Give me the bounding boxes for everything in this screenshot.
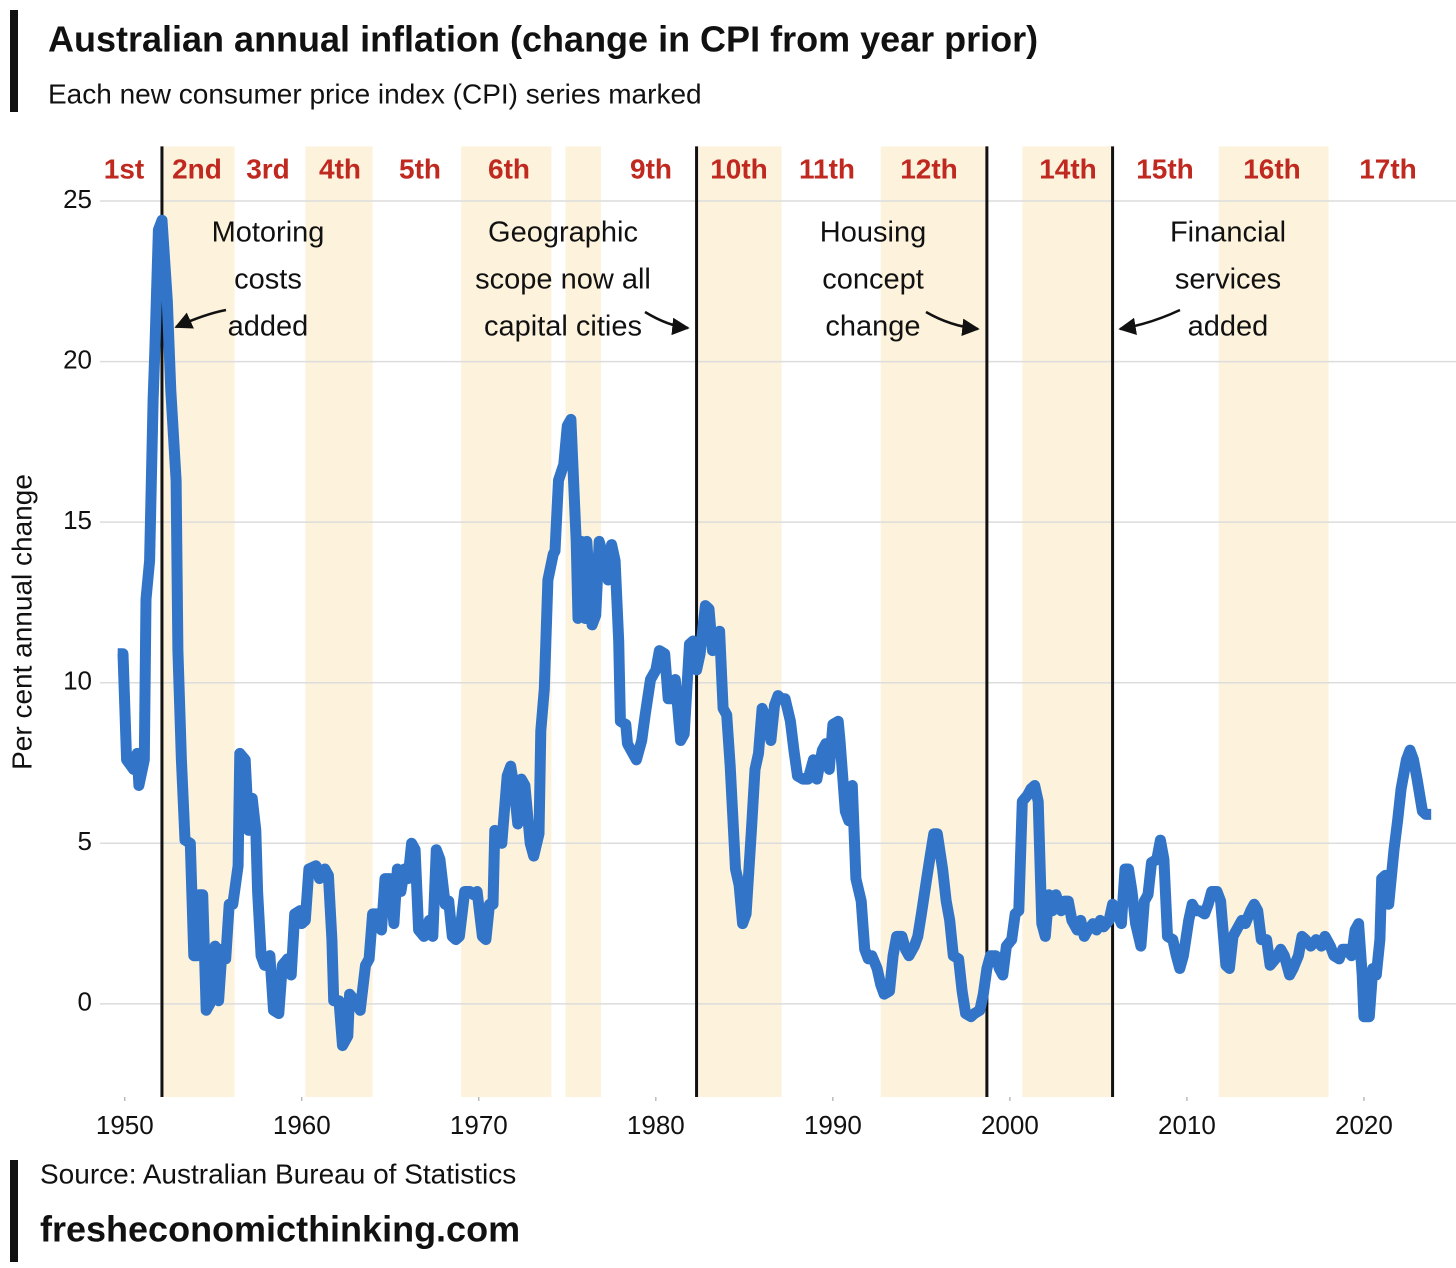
y-axis-label: Per cent annual change <box>6 474 37 770</box>
x-tick-label: 2000 <box>981 1110 1039 1140</box>
x-tick-label: 2020 <box>1335 1110 1393 1140</box>
annotation: concept <box>822 264 924 296</box>
series-label: 3rd <box>246 153 290 184</box>
x-tick-label: 1950 <box>96 1110 154 1140</box>
arrow <box>1118 308 1181 336</box>
x-tick-label: 1960 <box>273 1110 331 1140</box>
annotation: services <box>1175 264 1281 296</box>
source-bar <box>10 1160 18 1262</box>
chart-subtitle: Each new consumer price index (CPI) seri… <box>48 78 702 109</box>
labels: 0 5 10 15 20 25 1950 1960 1970 1980 1990 2000 2010 20… <box>63 153 1417 1139</box>
y-tick-label: 15 <box>63 505 92 535</box>
x-tick-label: 1980 <box>627 1110 685 1140</box>
annotation: capital cities <box>484 311 642 343</box>
arrow <box>925 310 980 337</box>
annotation: Geographic <box>488 217 638 249</box>
grid <box>100 200 1456 1101</box>
y-tick-label: 25 <box>63 184 92 214</box>
series-label: 17th <box>1359 153 1417 184</box>
series-label: 15th <box>1136 153 1194 184</box>
series-label: 12th <box>900 153 958 184</box>
series-band <box>1022 146 1113 1097</box>
annotation: Financial <box>1170 217 1286 249</box>
annotation: added <box>1188 311 1269 343</box>
annotation: Motoring <box>212 217 325 249</box>
website: fresheconomicthinking.com <box>40 1209 520 1250</box>
arrow <box>174 308 227 329</box>
annotation: Housing <box>820 217 926 249</box>
source: Source: Australian Bureau of Statistics <box>40 1158 516 1189</box>
plot <box>117 214 1432 1052</box>
y-tick-label: 0 <box>78 987 92 1017</box>
annotation: costs <box>234 264 302 296</box>
chart-title: Australian annual inflation (change in C… <box>48 19 1038 60</box>
series-label: 11th <box>799 153 855 184</box>
annotation: added <box>228 311 309 343</box>
series-label: 10th <box>710 153 768 184</box>
y-tick-label: 5 <box>78 826 92 856</box>
inflation-line <box>117 214 1432 1052</box>
series-label: 9th <box>630 153 672 184</box>
y-tick-label: 10 <box>63 666 92 696</box>
series-label: 2nd <box>172 153 222 184</box>
x-tick-label: 2010 <box>1158 1110 1216 1140</box>
series-label: 6th <box>488 153 530 184</box>
title-bar <box>10 10 18 112</box>
series-label: 5th <box>399 153 441 184</box>
series-band <box>461 146 552 1097</box>
y-tick-label: 20 <box>63 344 92 374</box>
annotation: change <box>825 311 920 343</box>
series-label: 16th <box>1243 153 1301 184</box>
annotation-arrows <box>174 308 1181 337</box>
arrow <box>644 310 690 336</box>
annotation: scope now all <box>475 264 651 296</box>
x-tick-label: 1970 <box>450 1110 508 1140</box>
series-label: 4th <box>319 153 361 184</box>
series-breaks <box>160 146 1115 1097</box>
series-label: 14th <box>1039 153 1097 184</box>
x-tick-label: 1990 <box>804 1110 862 1140</box>
series-label: 1st <box>104 153 144 184</box>
series-band <box>305 146 373 1097</box>
